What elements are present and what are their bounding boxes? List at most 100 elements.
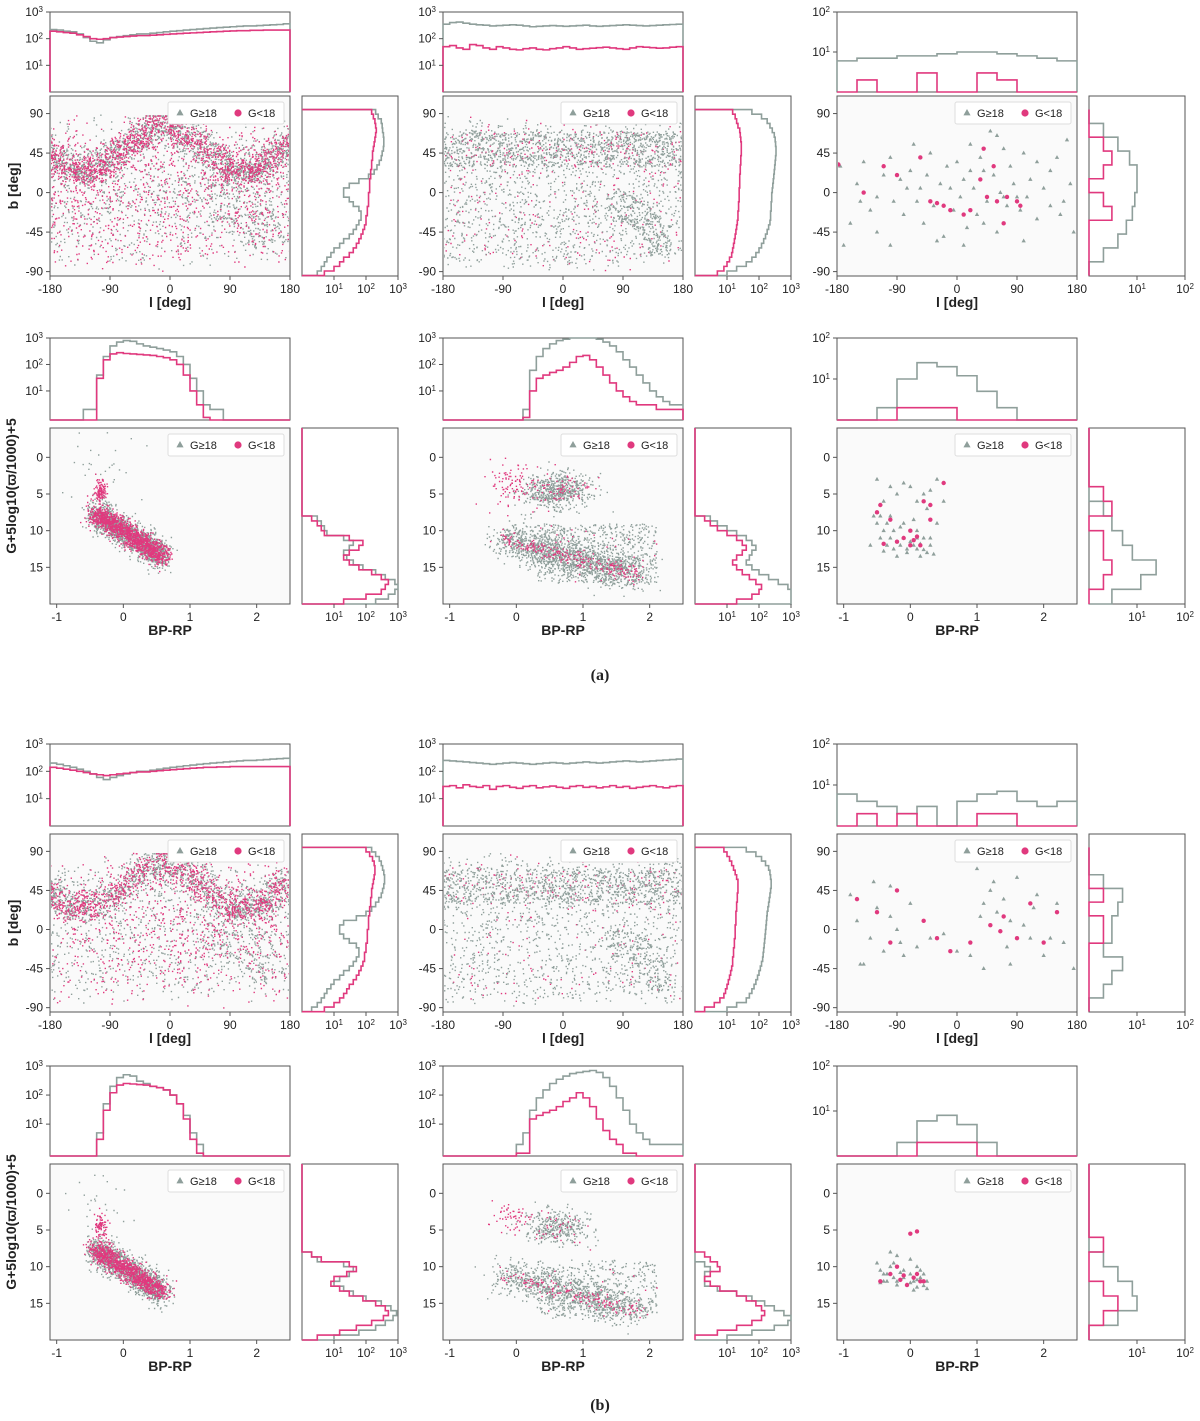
faint-point bbox=[921, 547, 926, 552]
bright-point bbox=[978, 177, 983, 182]
hist-x-tick-label: 101 bbox=[718, 1346, 736, 1361]
bright-point bbox=[934, 200, 940, 206]
faint-point bbox=[894, 927, 900, 931]
bright-point bbox=[1014, 199, 1020, 204]
bright-point bbox=[928, 502, 933, 508]
faint-point bbox=[1071, 966, 1076, 971]
faint-point bbox=[888, 484, 893, 489]
y-tick-label: 0 bbox=[36, 450, 43, 464]
faint-point bbox=[871, 879, 876, 884]
legend-box bbox=[167, 839, 285, 863]
faint-point bbox=[928, 535, 933, 540]
legend-bright-label: G<18 bbox=[1035, 846, 1062, 858]
legend-bright-marker bbox=[1021, 441, 1029, 449]
bright-point bbox=[918, 155, 923, 160]
faint-point bbox=[998, 190, 1003, 195]
faint-point bbox=[934, 476, 940, 481]
bright-point bbox=[901, 535, 906, 541]
faint-point bbox=[884, 542, 890, 547]
faint-point bbox=[888, 1249, 893, 1254]
hist-x-tick-label: 103 bbox=[389, 610, 407, 625]
faint-point bbox=[874, 520, 880, 525]
faint-point bbox=[874, 194, 880, 199]
legend-box bbox=[167, 101, 285, 125]
legend: G≥18 G<18 bbox=[167, 839, 285, 863]
chart-b-1-sky: G≥18 G<18 -180 -90 0 90 180 -90 -45 0 45 90 l [deg] b… bbox=[5, 737, 407, 1047]
side-histogram-frame bbox=[301, 1163, 399, 1341]
legend-box bbox=[954, 433, 1072, 457]
y-tick-label: 45 bbox=[30, 146, 44, 160]
hist-y-tick-label: 102 bbox=[25, 1088, 43, 1103]
scatter-points bbox=[444, 116, 682, 272]
legend-faint-marker bbox=[176, 847, 184, 854]
y-axis-label: G+5log10(ϖ/1000)+5 bbox=[3, 1154, 19, 1290]
bright-point bbox=[894, 1264, 900, 1269]
chart-a-3-cmd: G≥18 G<18 -1 0 1 2 0 5 10 15 BP-RP 101 102 101 102 bbox=[812, 331, 1194, 639]
bright-point bbox=[1018, 203, 1023, 208]
faint-point bbox=[1008, 163, 1013, 168]
faint-point bbox=[1048, 935, 1053, 940]
x-tick-label: 0 bbox=[513, 1346, 520, 1360]
hist-y-tick-label: 101 bbox=[812, 45, 830, 60]
bright-point bbox=[1014, 935, 1020, 941]
bright-point bbox=[961, 212, 966, 217]
bright-point bbox=[984, 194, 990, 200]
top-histogram-frame bbox=[442, 337, 684, 421]
bright-point bbox=[941, 203, 946, 208]
scatter-frame bbox=[442, 833, 684, 1013]
hist-x-tick-label: 103 bbox=[389, 282, 407, 297]
y-tick-label: 0 bbox=[429, 186, 436, 200]
chart-b-1-cmd: G≥18 G<18 -1 0 1 2 0 5 10 15 BP-RP G+5log10(ϖ/1000)… bbox=[3, 1059, 407, 1375]
hist-x-tick-label: 103 bbox=[782, 282, 800, 297]
bright-point bbox=[948, 207, 953, 213]
y-tick-label: 0 bbox=[36, 1186, 43, 1200]
faint-point bbox=[908, 901, 913, 905]
hist-y-tick-label: 102 bbox=[812, 737, 830, 752]
y-tick-label: 15 bbox=[817, 560, 831, 574]
legend-bright-label: G<18 bbox=[1035, 440, 1062, 452]
faint-point bbox=[898, 940, 903, 944]
series-faint-points bbox=[474, 1201, 658, 1335]
faint-point bbox=[861, 961, 866, 966]
faint-point bbox=[911, 1278, 916, 1283]
legend-faint-marker bbox=[569, 1177, 577, 1184]
faint-point bbox=[881, 172, 886, 177]
legend-faint-label: G≥18 bbox=[583, 108, 610, 120]
faint-point bbox=[881, 948, 886, 953]
faint-point bbox=[918, 1267, 923, 1272]
chart-b-2-cmd: G≥18 G<18 -1 0 1 2 0 5 10 15 BP-RP 101 102 103 101 102 1… bbox=[418, 1059, 800, 1375]
legend-faint-label: G≥18 bbox=[190, 108, 217, 120]
side-histogram-bright bbox=[301, 1164, 390, 1341]
bright-point bbox=[888, 940, 893, 945]
faint-point bbox=[984, 198, 990, 203]
hist-y-tick-label: 102 bbox=[418, 764, 436, 779]
y-tick-label: 90 bbox=[817, 844, 831, 858]
top-histogram-frame bbox=[49, 743, 291, 827]
hist-y-tick-label: 102 bbox=[812, 5, 830, 20]
bright-point bbox=[861, 190, 866, 195]
scatter-points bbox=[62, 432, 178, 575]
y-tick-label: 90 bbox=[423, 107, 437, 121]
faint-point bbox=[928, 935, 933, 940]
x-tick-label: 0 bbox=[907, 1346, 914, 1360]
top-histogram-faint bbox=[442, 758, 684, 826]
x-tick-label: 90 bbox=[1010, 282, 1024, 296]
faint-point bbox=[874, 1260, 880, 1265]
hist-y-tick-label: 101 bbox=[812, 372, 830, 387]
top-histogram-frame bbox=[442, 1065, 684, 1157]
series-bright-points bbox=[80, 473, 173, 573]
panel-label-b: (b) bbox=[590, 1397, 610, 1414]
bright-point bbox=[968, 207, 973, 213]
legend: G≥18 G<18 bbox=[167, 101, 285, 125]
hist-x-tick-label: 103 bbox=[782, 610, 800, 625]
scatter-frame bbox=[836, 95, 1078, 277]
x-tick-label: 2 bbox=[1040, 610, 1047, 624]
side-histogram-faint bbox=[695, 846, 772, 1013]
bright-point bbox=[901, 1273, 906, 1278]
y-tick-label: 15 bbox=[30, 560, 44, 574]
top-histogram-bright bbox=[837, 72, 1077, 93]
y-tick-label: 10 bbox=[817, 524, 831, 538]
hist-x-tick-label: 102 bbox=[750, 282, 768, 297]
x-tick-label: 90 bbox=[1010, 1018, 1024, 1032]
x-tick-label: -1 bbox=[444, 610, 455, 624]
